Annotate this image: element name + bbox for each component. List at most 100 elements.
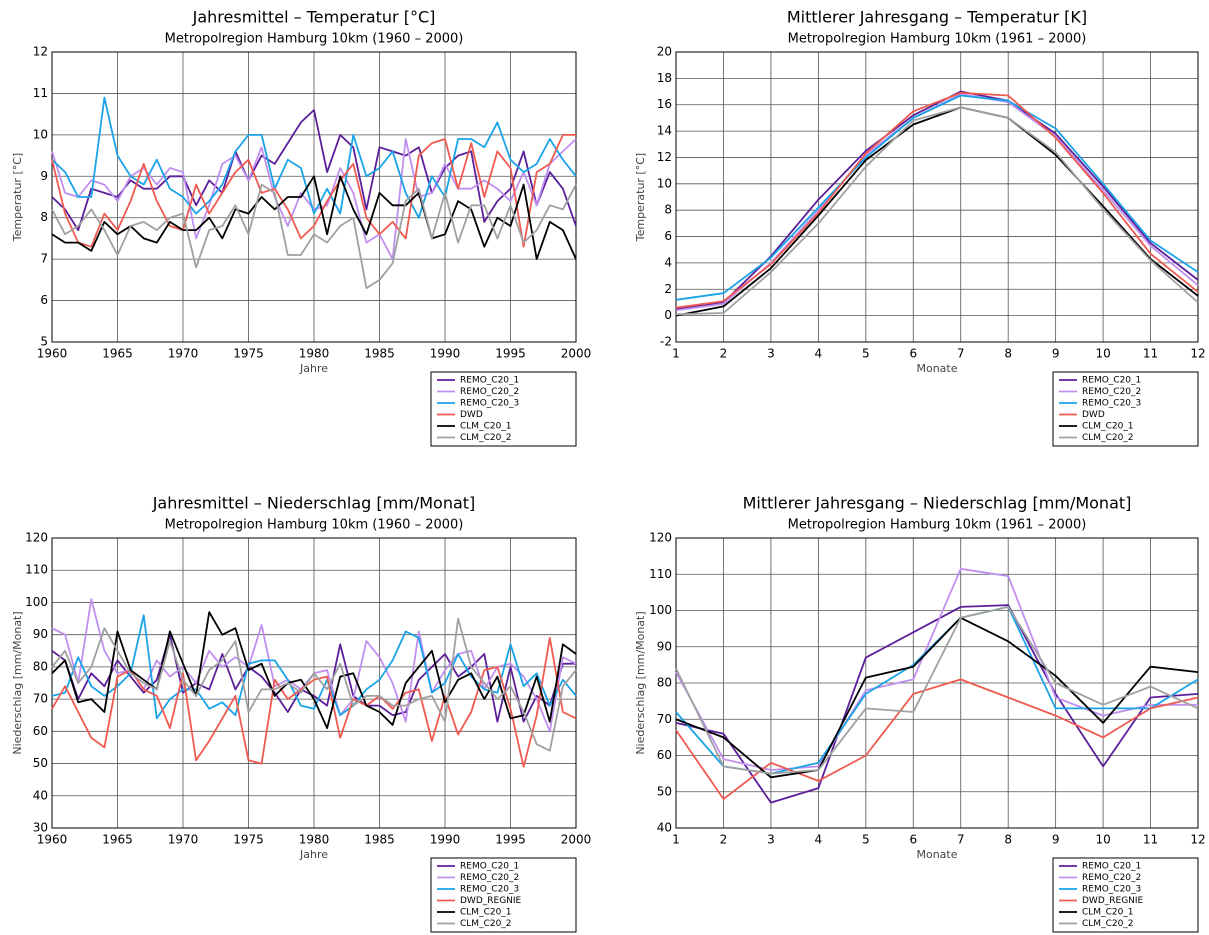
chart-subtitle: Metropolregion Hamburg 10km (1960 – 2000…: [165, 518, 464, 533]
legend-label: CLM_C20_2: [460, 919, 512, 929]
plot-frame: [51, 537, 577, 829]
x-axis-label: Jahre: [299, 848, 328, 861]
legend-label: CLM_C20_1: [1082, 908, 1134, 918]
data-line: [51, 183, 577, 289]
legend-label: REMO_C20_2: [1082, 873, 1141, 883]
legend-label: DWD: [1082, 410, 1105, 420]
y-tick-label: 8: [664, 203, 672, 217]
x-tick-label: 3: [767, 833, 775, 847]
data-line: [675, 606, 1199, 775]
data-line: [51, 617, 577, 752]
data-line: [51, 96, 577, 219]
x-tick-label: 1980: [299, 833, 330, 847]
legend-label: CLM_C20_2: [1082, 919, 1134, 929]
x-tick-label: 10: [1095, 833, 1110, 847]
x-axis-label: Monate: [916, 848, 957, 861]
legend-label: REMO_C20_3: [460, 885, 519, 895]
x-tick-label: 1975: [233, 347, 264, 361]
data-line: [675, 616, 1199, 779]
y-tick-label: 10: [657, 176, 672, 190]
x-tick-label: 1970: [168, 347, 199, 361]
x-tick-label: 7: [957, 833, 965, 847]
legend-label: REMO_C20_2: [460, 873, 519, 883]
legend-label: REMO_C20_1: [460, 376, 519, 386]
y-tick-label: 30: [33, 821, 48, 835]
x-tick-label: 1: [672, 347, 680, 361]
data-line: [675, 106, 1199, 316]
x-tick-label: 1965: [102, 347, 133, 361]
x-tick-label: 10: [1095, 347, 1110, 361]
y-tick-label: 60: [657, 748, 672, 762]
y-tick-label: 70: [33, 692, 48, 706]
y-tick-label: 11: [33, 86, 48, 100]
x-tick-label: 1965: [102, 833, 133, 847]
y-tick-label: 110: [25, 563, 48, 577]
legend-label: REMO_C20_1: [1082, 376, 1141, 386]
x-tick-label: 4: [815, 347, 823, 361]
x-tick-label: 1980: [299, 347, 330, 361]
legend-label: REMO_C20_2: [1082, 387, 1141, 397]
legend-box: [430, 371, 577, 447]
x-tick-label: 2000: [561, 347, 592, 361]
x-tick-label: 1975: [233, 833, 264, 847]
x-axis-label: Jahre: [299, 362, 328, 375]
y-tick-label: 8: [40, 210, 48, 224]
plot-frame: [675, 537, 1199, 829]
legend-label: DWD_REGNIE: [460, 896, 522, 906]
legend-label: REMO_C20_3: [460, 399, 519, 409]
legend-box: [430, 857, 577, 933]
y-axis-label: Temperatur [°C]: [634, 153, 647, 242]
data-line: [51, 611, 577, 729]
chart-subtitle: Metropolregion Hamburg 10km (1960 – 2000…: [165, 32, 464, 47]
legend-label: REMO_C20_3: [1082, 399, 1141, 409]
data-line: [675, 106, 1199, 317]
y-tick-label: 6: [40, 293, 48, 307]
x-tick-label: 2: [720, 347, 728, 361]
y-tick-label: 80: [657, 676, 672, 690]
legend-label: REMO_C20_2: [460, 387, 519, 397]
x-tick-label: 1970: [168, 833, 199, 847]
legend-label: CLM_C20_1: [460, 908, 512, 918]
x-tick-label: 11: [1143, 833, 1158, 847]
y-tick-label: 50: [657, 784, 672, 798]
y-tick-label: 80: [33, 659, 48, 673]
x-tick-label: 5: [862, 347, 870, 361]
chart-title: Jahresmittel – Niederschlag [mm/Monat]: [152, 494, 476, 513]
x-tick-label: 1990: [430, 347, 461, 361]
data-line: [675, 604, 1199, 804]
x-tick-label: 8: [1004, 347, 1012, 361]
y-tick-label: 120: [25, 531, 48, 545]
y-tick-label: 16: [657, 97, 672, 111]
chart-title: Jahresmittel – Temperatur [°C]: [192, 8, 436, 27]
data-line: [51, 637, 577, 768]
x-tick-label: 2000: [561, 833, 592, 847]
x-tick-label: 1: [672, 833, 680, 847]
y-tick-label: 9: [40, 169, 48, 183]
legend-label: CLM_C20_1: [460, 422, 512, 432]
y-tick-label: 110: [649, 567, 672, 581]
y-tick-label: 7: [40, 252, 48, 266]
y-tick-label: 6: [664, 229, 672, 243]
y-tick-label: 2: [664, 282, 672, 296]
x-tick-label: 1995: [495, 833, 526, 847]
x-tick-label: 3: [767, 347, 775, 361]
y-tick-label: 90: [33, 627, 48, 641]
legend-label: CLM_C20_2: [460, 433, 512, 443]
y-axis-label: Temperatur [°C]: [11, 153, 24, 242]
chart-subtitle: Metropolregion Hamburg 10km (1961 – 2000…: [788, 518, 1087, 533]
legend-label: DWD: [460, 410, 483, 420]
legend-label: REMO_C20_3: [1082, 885, 1141, 895]
data-line: [675, 92, 1199, 309]
y-tick-label: 0: [664, 308, 672, 322]
y-tick-label: 100: [649, 603, 672, 617]
x-tick-label: 1985: [364, 833, 395, 847]
y-axis-label: Niederschlag [mm/Monat]: [11, 611, 24, 754]
y-tick-label: 12: [657, 150, 672, 164]
legend-label: CLM_C20_1: [1082, 422, 1134, 432]
x-tick-label: 9: [1052, 833, 1060, 847]
x-axis-label: Monate: [916, 362, 957, 375]
y-tick-label: 14: [657, 124, 672, 138]
x-tick-label: 1990: [430, 833, 461, 847]
y-axis-label: Niederschlag [mm/Monat]: [634, 611, 647, 754]
legend-box: [1052, 857, 1199, 933]
